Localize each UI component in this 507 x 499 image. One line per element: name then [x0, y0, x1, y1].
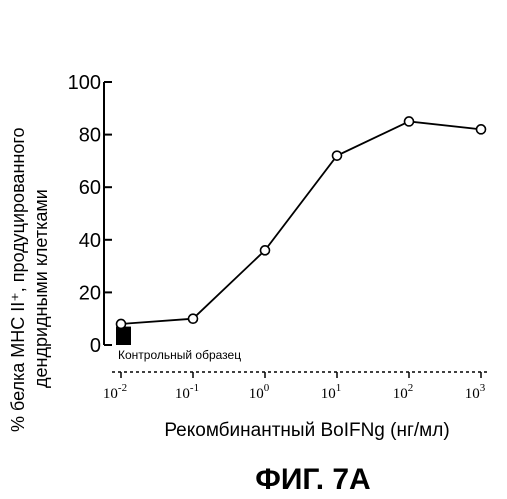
- series-layer: [117, 117, 486, 329]
- x-ticks: 10-2 10-1 100 101 102 103: [103, 372, 486, 402]
- x-tick-label: 10-1: [175, 382, 199, 402]
- y-ticks: 0 20 40 60 80 100: [68, 72, 112, 357]
- y-tick-label: 20: [79, 282, 101, 304]
- series-line: [121, 121, 481, 324]
- x-tick-label: 100: [249, 382, 270, 402]
- control-sample-label: Контрольный образец: [118, 348, 241, 362]
- y-tick-label: 40: [79, 230, 101, 252]
- data-point: [333, 151, 342, 160]
- y-axis-label-line2: дендридными клетками: [31, 189, 51, 388]
- data-point: [261, 246, 270, 255]
- data-point: [405, 117, 414, 126]
- y-tick-label: 0: [90, 335, 101, 357]
- y-tick-label: 100: [68, 72, 101, 94]
- x-tick-label: 101: [321, 382, 342, 402]
- y-axis-label-line1: % белка MHC II⁺, продуцированного: [8, 127, 28, 432]
- x-tick-label: 103: [465, 382, 486, 402]
- x-axis-label: Рекомбинантный BoIFNg (нг/мл): [164, 420, 449, 441]
- data-point: [477, 125, 486, 134]
- data-point: [117, 319, 126, 328]
- control-sample-bar: [116, 327, 131, 345]
- data-point: [189, 314, 198, 323]
- x-tick-label: 102: [393, 382, 414, 402]
- y-tick-label: 60: [79, 177, 101, 199]
- x-tick-label: 10-2: [103, 382, 127, 402]
- figure-caption: ФИГ. 7А: [255, 463, 370, 496]
- y-tick-label: 80: [79, 125, 101, 147]
